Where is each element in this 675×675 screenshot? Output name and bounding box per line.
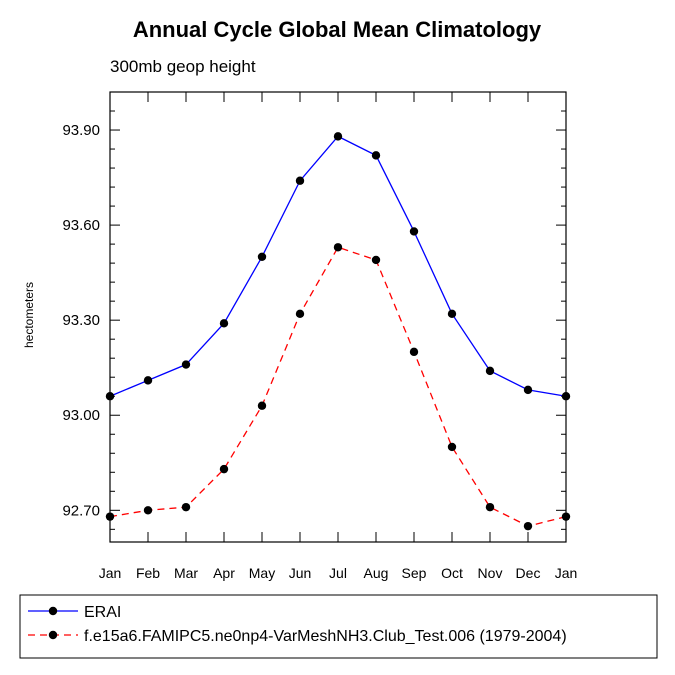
data-point-series-1: [523, 385, 533, 395]
x-tick-label: Jul: [329, 565, 347, 581]
legend-marker-2: [48, 630, 58, 640]
x-tick-label: Jun: [289, 565, 312, 581]
data-point-series-2: [485, 502, 495, 512]
series-line-1: [109, 135, 567, 397]
x-tick-label: Aug: [364, 565, 389, 581]
data-point-series-1: [219, 319, 229, 328]
legend: ERAI f.e15a6.FAMIPC5.ne0np4-VarMeshNH3.Cl…: [28, 604, 567, 645]
plot-frame: [109, 91, 567, 543]
y-axis-label: hectometers: [22, 282, 36, 348]
y-tick-label: 92.70: [62, 502, 100, 519]
data-point-series-1: [447, 309, 457, 319]
legend-label-2: f.e15a6.FAMIPC5.ne0np4-VarMeshNH3.Club_T…: [84, 628, 567, 645]
x-tick-label: Mar: [174, 565, 198, 581]
x-tick-label: Sep: [402, 565, 427, 581]
chart-title: Annual Cycle Global Mean Climatology: [133, 17, 542, 42]
data-point-series-2: [105, 512, 115, 521]
data-point-series-2: [371, 255, 381, 265]
data-point-series-1: [333, 132, 343, 141]
y-tick-label: 93.90: [62, 122, 100, 139]
data-point-series-1: [295, 176, 305, 185]
data-point-series-1: [143, 376, 153, 385]
data-point-series-2: [143, 506, 153, 515]
data-point-series-1: [105, 392, 115, 401]
data-point-series-1: [485, 366, 495, 376]
y-tick-label: 93.00: [62, 407, 100, 424]
series-layer: [105, 132, 571, 531]
data-point-series-2: [447, 442, 457, 452]
chart-subtitle: 300mb geop height: [110, 57, 256, 76]
legend-marker-1: [48, 606, 58, 616]
x-tick-label: Jan: [99, 565, 122, 581]
x-tick-label: Dec: [516, 565, 541, 581]
series-line-2: [109, 246, 567, 527]
data-point-series-2: [561, 512, 571, 521]
data-point-series-2: [523, 521, 533, 531]
x-tick-label: Nov: [478, 565, 503, 581]
data-point-series-1: [257, 252, 267, 261]
data-point-series-1: [409, 227, 419, 236]
data-point-series-2: [181, 502, 191, 512]
x-tick-label: Apr: [213, 565, 235, 581]
axes: 93.90 93.60 93.30 93.00 92.70 Jan Feb Mar Apr May…: [62, 91, 578, 581]
x-tick-label: Jan: [555, 565, 578, 581]
data-point-series-1: [181, 360, 191, 369]
x-tick-label: Oct: [441, 565, 463, 581]
data-point-series-2: [295, 309, 305, 319]
y-tick-label: 93.60: [62, 217, 100, 234]
data-point-series-1: [561, 392, 571, 401]
y-tick-label: 93.30: [62, 312, 100, 329]
data-point-series-2: [333, 243, 343, 252]
data-point-series-2: [219, 464, 229, 474]
legend-label-1: ERAI: [84, 604, 121, 621]
data-point-series-1: [371, 151, 381, 160]
data-point-series-2: [409, 347, 419, 357]
x-tick-label: Feb: [136, 565, 160, 581]
legend-box: [19, 594, 658, 659]
x-tick-label: May: [249, 565, 275, 581]
data-point-series-2: [257, 401, 267, 410]
